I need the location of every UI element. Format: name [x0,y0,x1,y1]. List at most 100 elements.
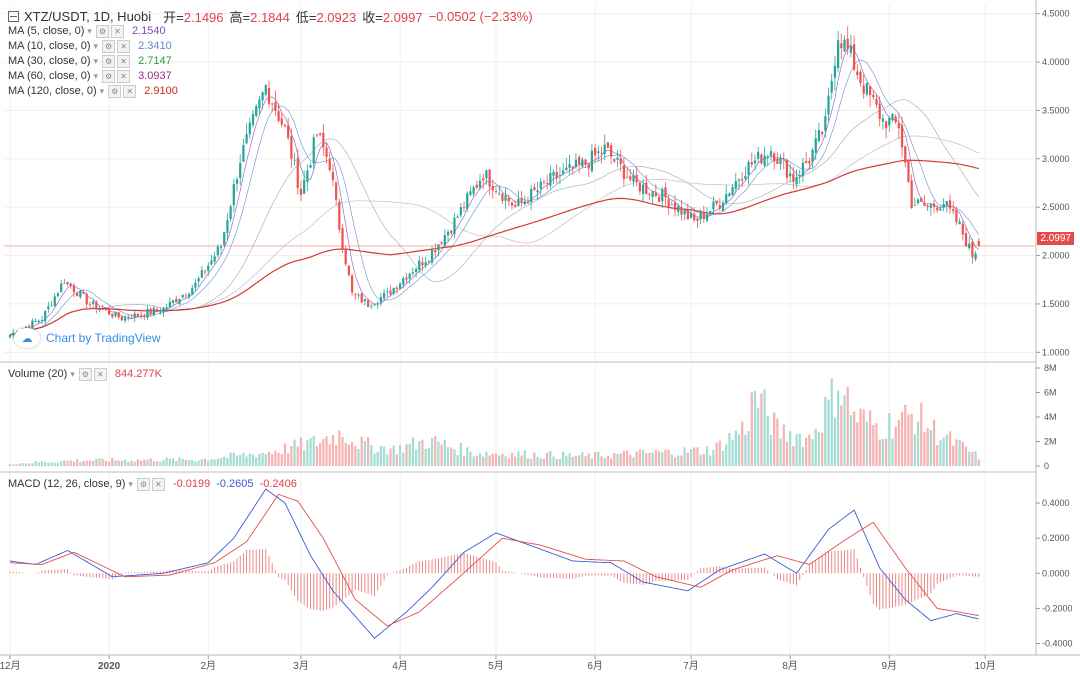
candle-body [469,191,472,195]
indicator-legend-ma10[interactable]: MA (10, close, 0) ▾ ⚙ ✕ 2.3410 [8,40,172,53]
candle-body [373,304,376,306]
volume-bar [808,434,811,466]
candle-body [936,207,939,211]
volume-bar [386,454,389,466]
close-icon[interactable]: ✕ [151,478,165,491]
candle-body [213,256,216,262]
candle-body [667,199,670,208]
chevron-down-icon[interactable]: ▾ [93,71,99,81]
candle-body [482,178,485,181]
candle-body [757,151,760,159]
indicator-legend-ma60[interactable]: MA (60, close, 0) ▾ ⚙ ✕ 3.0937 [8,70,172,83]
candle-body [645,182,648,194]
candle-body [165,307,168,309]
indicator-legend-ma30[interactable]: MA (30, close, 0) ▾ ⚙ ✕ 2.7147 [8,55,172,68]
volume-bar [619,453,622,466]
candle-body [229,206,232,219]
settings-icon[interactable]: ⚙ [78,368,92,381]
volume-bar [587,453,590,466]
candle-body [331,172,335,180]
volume-bar [370,444,373,466]
ohlc-low: 低=2.0923 [295,10,357,25]
volume-bar [440,444,443,466]
volume-bar [517,451,520,466]
candle-body [430,249,434,263]
chevron-down-icon[interactable]: ▾ [99,86,105,96]
volume-bar [501,453,504,466]
candle-body [338,201,341,230]
settings-icon[interactable]: ⚙ [102,55,116,68]
indicator-legend-ma120[interactable]: MA (120, close, 0) ▾ ⚙ ✕ 2.9100 [8,85,178,98]
candle-body [789,173,792,177]
volume-bar [715,442,718,466]
candle-body [139,314,143,316]
volume-bar [245,456,248,466]
candle-body [801,162,805,177]
volume-bar [363,440,367,466]
volume-bar [494,453,498,466]
candle-body [955,210,958,223]
close-icon[interactable]: ✕ [117,55,131,68]
volume-bar [712,449,715,466]
candle-body [773,153,776,162]
candle-body [136,314,140,316]
candle-body [456,216,459,218]
candle-body [920,198,923,202]
close-icon[interactable]: ✕ [117,40,131,53]
candle-body [216,246,219,256]
volume-bar [888,413,891,466]
chevron-down-icon[interactable]: ▾ [70,369,75,379]
chevron-down-icon[interactable]: ▾ [93,41,99,51]
volume-bar [187,460,191,466]
settings-icon[interactable]: ⚙ [102,40,116,53]
volume-bar [696,447,699,466]
candle-body [530,189,533,203]
settings-icon[interactable]: ⚙ [108,85,122,98]
macd-legend[interactable]: MACD (12, 26, close, 9) ▾ ⚙ ✕ -0.0199 -0.2… [8,478,297,491]
close-icon[interactable]: ✕ [93,368,107,381]
symbol-title[interactable]: XTZ/USDT, 1D, Huobi [24,9,152,24]
volume-bar [562,451,565,466]
volume-bar [926,428,929,466]
settings-icon[interactable]: ⚙ [95,25,109,38]
x-tick-label: 2020 [98,661,121,672]
volume-bar [584,456,587,466]
candle-body [303,179,306,194]
volume-bar [920,402,923,466]
tradingview-watermark[interactable]: ☁ Chart by TradingView [14,328,161,348]
candle-body [712,201,715,210]
volume-bar [328,444,331,466]
candle-body [159,311,162,313]
collapse-icon[interactable] [8,11,19,22]
volume-bar [203,458,207,466]
settings-icon[interactable]: ⚙ [136,478,150,491]
volume-bar [593,452,597,466]
volume-bar [392,445,395,466]
candle-body [299,188,303,195]
chevron-down-icon[interactable]: ▾ [128,479,133,489]
candle-body [760,154,763,164]
candle-body [843,39,846,52]
volume-bar [104,460,108,466]
volume-legend[interactable]: Volume (20) ▾ ⚙ ✕ 844.277K [8,368,162,381]
close-icon[interactable]: ✕ [117,70,131,83]
chevron-down-icon[interactable]: ▾ [87,26,92,36]
chevron-down-icon[interactable]: ▾ [93,56,99,66]
candle-body [891,113,894,121]
candle-body [271,103,274,105]
volume-bar [111,457,114,466]
volume-bar [741,421,744,466]
indicator-legend-ma5[interactable]: MA (5, close, 0) ▾ ⚙ ✕ 2.1540 [8,25,166,38]
volume-bar [936,445,939,466]
volume-bar [430,437,434,466]
volume-bar [907,414,910,466]
volume-bar [405,444,408,466]
close-icon[interactable]: ✕ [110,25,124,38]
volume-bar [338,430,341,466]
volume-bar [932,419,936,466]
close-icon[interactable]: ✕ [123,85,137,98]
volume-bar [891,438,894,466]
settings-icon[interactable]: ⚙ [102,70,116,83]
candle-body [606,142,610,148]
